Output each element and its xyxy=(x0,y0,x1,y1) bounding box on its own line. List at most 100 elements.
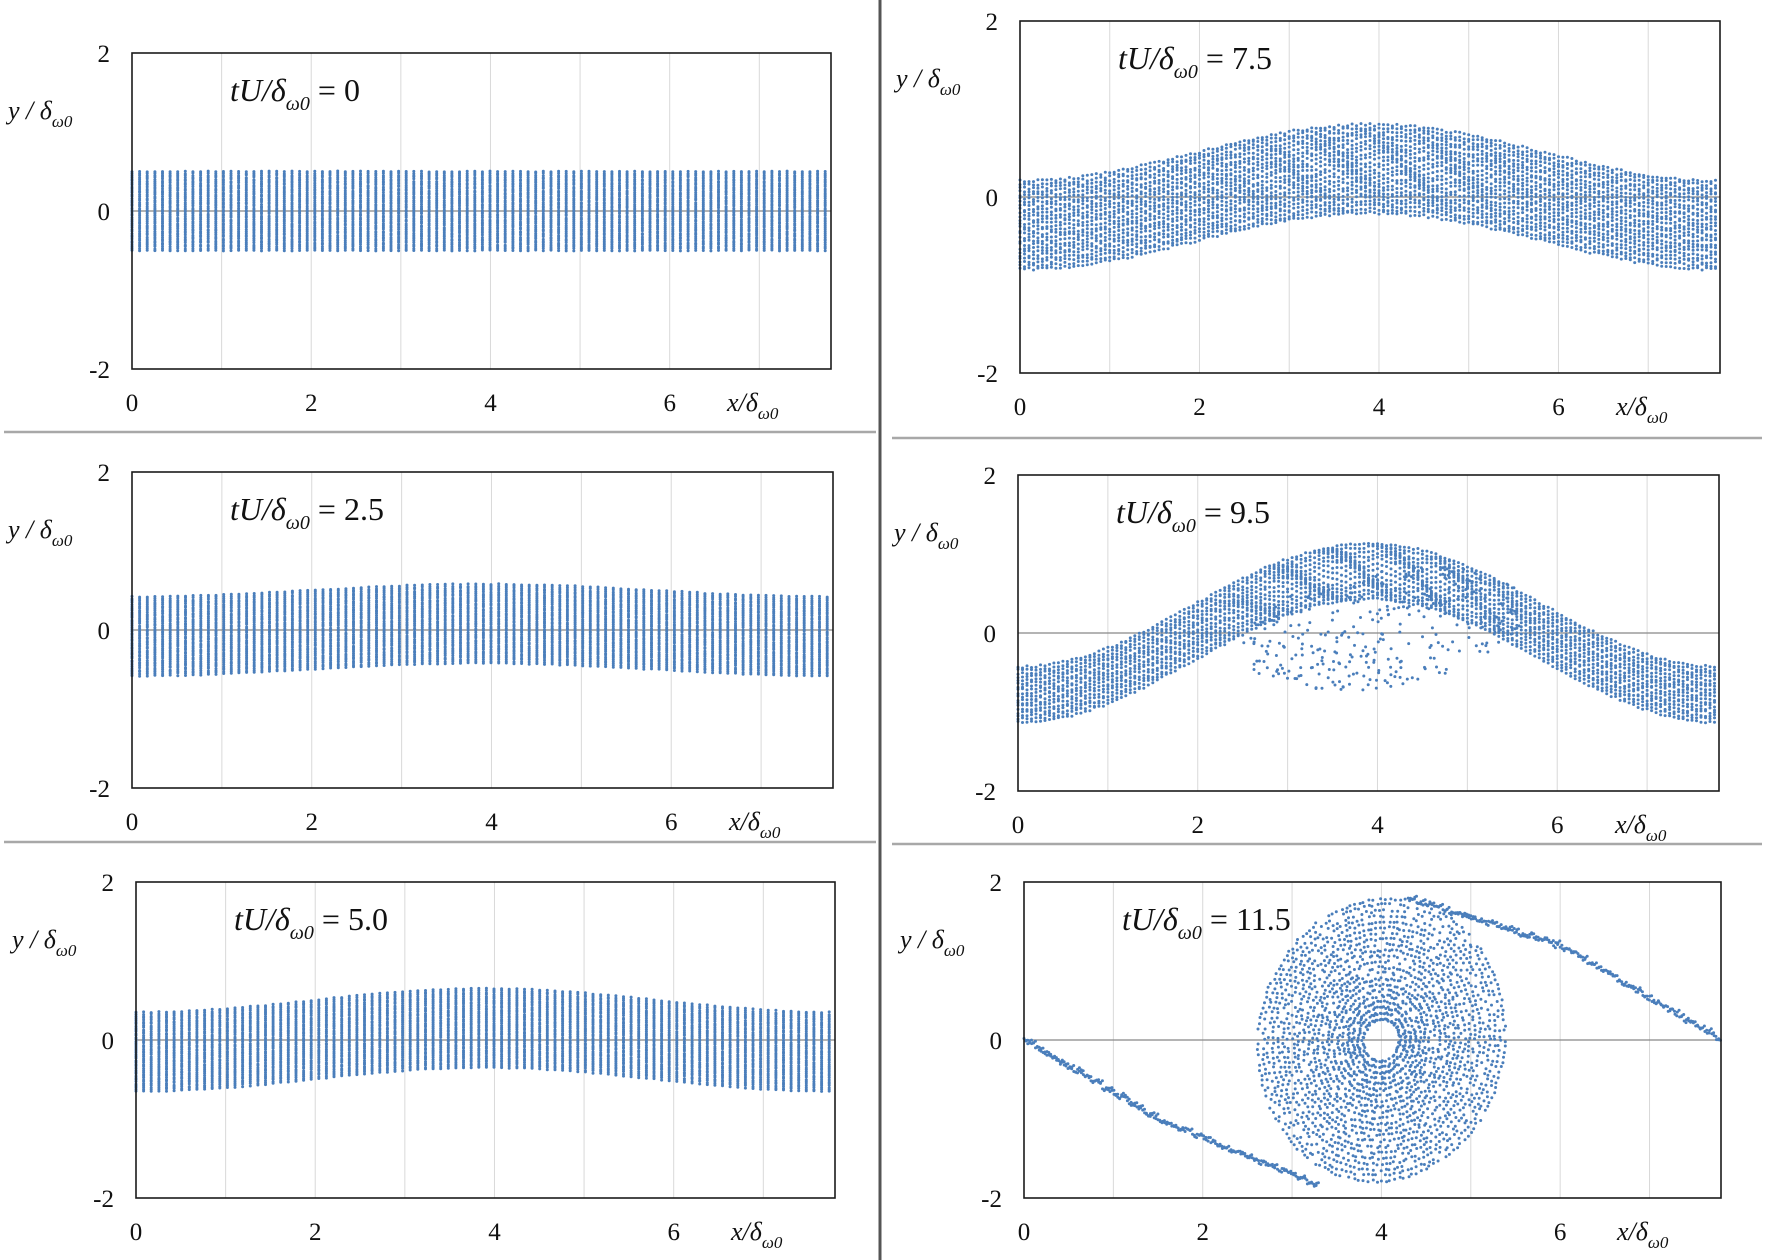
data-point xyxy=(573,644,577,648)
data-point xyxy=(511,193,515,197)
data-point xyxy=(732,239,736,243)
data-point xyxy=(381,185,385,189)
data-point xyxy=(382,647,386,650)
data-point xyxy=(244,205,248,208)
data-point xyxy=(503,243,507,247)
data-point xyxy=(328,170,332,174)
data-point xyxy=(541,232,545,235)
data-point xyxy=(488,243,492,247)
data-point xyxy=(816,234,820,237)
data-point xyxy=(663,241,667,245)
data-point xyxy=(352,644,355,648)
data-point xyxy=(756,657,760,661)
y-tick-label: 0 xyxy=(98,199,111,226)
data-point xyxy=(168,170,172,174)
data-point xyxy=(176,216,180,220)
data-point xyxy=(557,201,561,205)
data-point xyxy=(427,180,431,184)
data-point xyxy=(527,641,531,645)
data-point xyxy=(153,247,157,251)
data-point xyxy=(602,187,606,191)
data-point xyxy=(671,183,675,187)
data-point xyxy=(694,222,698,226)
data-point xyxy=(511,169,515,173)
data-point xyxy=(428,651,432,655)
data-point xyxy=(802,653,806,657)
data-point xyxy=(618,224,621,228)
data-point xyxy=(275,245,279,249)
data-point xyxy=(823,249,827,253)
data-point xyxy=(678,249,682,253)
data-point xyxy=(176,652,180,656)
data-point xyxy=(206,247,210,251)
data-point xyxy=(534,224,538,228)
data-point xyxy=(800,170,804,174)
data-point xyxy=(176,191,180,195)
data-point xyxy=(816,241,820,245)
data-point xyxy=(443,660,447,664)
data-point xyxy=(656,246,660,250)
data-point xyxy=(168,247,172,251)
data-point xyxy=(762,170,766,174)
data-point xyxy=(191,174,195,178)
data-point xyxy=(313,646,317,650)
data-point xyxy=(778,182,781,185)
data-point xyxy=(336,245,340,249)
data-point xyxy=(298,243,302,247)
data-point xyxy=(320,245,324,249)
data-point xyxy=(442,199,446,203)
data-point xyxy=(450,245,454,249)
data-point xyxy=(473,245,477,249)
data-point xyxy=(557,246,561,250)
data-point xyxy=(282,170,286,174)
data-point xyxy=(191,656,195,660)
data-point xyxy=(488,169,492,173)
data-point xyxy=(366,245,370,249)
data-point xyxy=(435,243,439,247)
data-point xyxy=(678,191,682,195)
data-point xyxy=(534,214,538,218)
data-point xyxy=(450,237,454,241)
data-point xyxy=(686,178,690,182)
data-point xyxy=(671,187,675,191)
data-point xyxy=(496,170,500,174)
data-point xyxy=(527,645,531,649)
data-point xyxy=(770,243,774,247)
data-point xyxy=(183,169,187,173)
data-point xyxy=(229,243,233,247)
data-point xyxy=(412,169,416,173)
data-point xyxy=(481,650,485,654)
data-point xyxy=(237,189,241,193)
data-point xyxy=(420,179,423,183)
data-point xyxy=(762,245,766,248)
data-point xyxy=(366,169,370,173)
data-point xyxy=(176,249,180,253)
data-point xyxy=(320,170,324,174)
data-point xyxy=(229,169,233,173)
data-point xyxy=(747,216,751,220)
data-point xyxy=(466,640,470,644)
data-point xyxy=(579,201,583,205)
data-point xyxy=(802,662,806,666)
data-point xyxy=(343,185,347,189)
data-point xyxy=(732,169,736,173)
data-point xyxy=(724,233,728,237)
data-point xyxy=(694,248,698,252)
data-point xyxy=(336,216,340,220)
data-point xyxy=(787,654,791,658)
data-point xyxy=(663,249,667,253)
data-point xyxy=(741,670,745,674)
data-point xyxy=(565,658,569,661)
data-point xyxy=(313,656,317,660)
data-point xyxy=(336,169,340,173)
data-point xyxy=(374,230,378,233)
data-point xyxy=(290,201,294,205)
data-point xyxy=(305,174,309,178)
data-point xyxy=(221,247,225,251)
data-point xyxy=(503,170,507,174)
data-point xyxy=(381,230,385,234)
data-point xyxy=(526,245,530,249)
data-point xyxy=(168,668,172,672)
data-point xyxy=(275,176,279,180)
